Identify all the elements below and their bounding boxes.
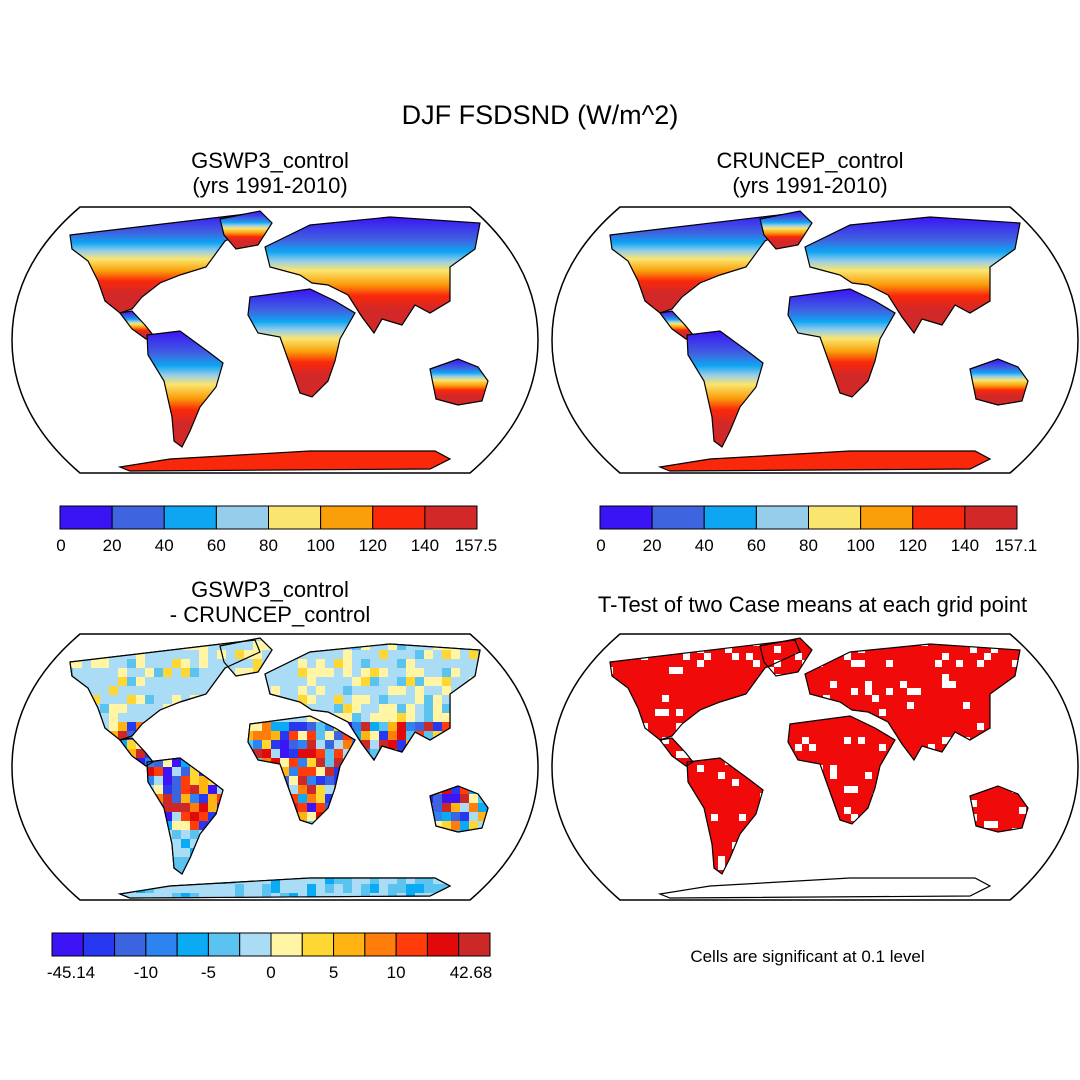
land-africa xyxy=(788,716,895,824)
colorbar-label: -10 xyxy=(134,963,159,982)
colorbar-box xyxy=(364,932,397,957)
land-greenland xyxy=(759,210,813,250)
colorbar-box xyxy=(320,505,374,530)
colorbar-box xyxy=(395,932,428,957)
colorbar-box xyxy=(51,932,84,957)
colorbar-label: -45.14 xyxy=(47,963,95,982)
colorbar-label: 80 xyxy=(799,536,818,555)
land-africa xyxy=(787,288,896,398)
colorbar-box xyxy=(82,932,116,957)
figure-title: DJF FSDSND (W/m^2) xyxy=(401,100,679,130)
colorbar-label: 42.68 xyxy=(450,963,493,982)
land-southAmerica xyxy=(687,758,763,874)
land-southAmerica xyxy=(146,330,224,448)
colorbar-label: 20 xyxy=(103,536,122,555)
land-eurasia xyxy=(264,216,481,335)
panel-title-line1: GSWP3_control xyxy=(191,148,349,173)
colorbar-label: -5 xyxy=(201,963,216,982)
colorbar-box xyxy=(651,505,705,530)
colorbar-box xyxy=(176,932,209,957)
panel-title-difference: GSWP3_control - CRUNCEP_control xyxy=(110,577,430,627)
panel-title-cruncep: CRUNCEP_control (yrs 1991-2010) xyxy=(650,148,970,198)
land-greenland xyxy=(760,638,812,676)
panel-title-line2: (yrs 1991-2010) xyxy=(192,173,348,198)
colorbar-box xyxy=(599,505,653,530)
colorbar-label: 10 xyxy=(387,963,406,982)
colorbar-box xyxy=(333,932,366,957)
colorbar-label: 40 xyxy=(155,536,174,555)
colorbar-box xyxy=(111,505,165,530)
panel-title-gswp3: GSWP3_control (yrs 1991-2010) xyxy=(110,148,430,198)
colorbar-label: 60 xyxy=(747,536,766,555)
colorbar-label: 80 xyxy=(259,536,278,555)
panel-title-line1: CRUNCEP_control xyxy=(716,148,904,173)
colorbar-label: 0 xyxy=(596,536,605,555)
colorbar-label: 140 xyxy=(951,536,979,555)
land-australia xyxy=(970,786,1028,832)
panel-title-ttest: T-Test of two Case means at each grid po… xyxy=(597,592,1028,617)
colorbar-label: 100 xyxy=(846,536,874,555)
colorbar-box xyxy=(268,505,322,530)
map-gswp3 xyxy=(11,206,539,474)
colorbar-label: 157.5 xyxy=(455,536,498,555)
land-australia xyxy=(969,358,1029,406)
land-australia xyxy=(429,358,489,406)
map-frame xyxy=(11,633,539,901)
colorbar-label: 20 xyxy=(643,536,662,555)
colorbar-label: 140 xyxy=(411,536,439,555)
colorbar-box xyxy=(145,932,178,957)
significance-note: Cells are significant at 0.1 level xyxy=(690,947,925,966)
panel-title-line2: - CRUNCEP_control xyxy=(169,602,371,627)
colorbar-box xyxy=(912,505,966,530)
land-southAmerica xyxy=(686,330,764,448)
colorbar-label: 120 xyxy=(359,536,387,555)
colorbar-box xyxy=(703,505,757,530)
colorbar-box xyxy=(808,505,862,530)
land-antarctica xyxy=(660,878,990,898)
map-difference xyxy=(11,633,539,901)
colorbar-box xyxy=(239,932,272,957)
colorbar-box xyxy=(301,932,335,957)
colorbar-difference: -45.14 -10 -5 0 5 10 42.68 xyxy=(47,932,493,982)
colorbar-box xyxy=(114,932,147,957)
map-ttest xyxy=(551,633,1079,901)
colorbar-box xyxy=(424,505,478,530)
colorbar-box xyxy=(964,505,1018,530)
colorbar-box xyxy=(426,932,460,957)
colorbar-label: 5 xyxy=(329,963,338,982)
map-cruncep xyxy=(551,206,1079,474)
colorbar-box xyxy=(163,505,217,530)
colorbar-box xyxy=(59,505,113,530)
colorbar-box xyxy=(458,932,491,957)
map-frame xyxy=(11,206,539,474)
land-eurasia xyxy=(804,216,1021,335)
colorbar-box xyxy=(207,932,241,957)
colorbar-box xyxy=(270,932,303,957)
map-frame xyxy=(551,633,1079,901)
colorbar-box xyxy=(372,505,426,530)
colorbar-box xyxy=(215,505,269,530)
panel-title-line2: (yrs 1991-2010) xyxy=(732,173,888,198)
colorbar-label: 157.1 xyxy=(995,536,1038,555)
map-frame xyxy=(551,206,1079,474)
colorbar-label: 40 xyxy=(695,536,714,555)
land-greenland xyxy=(219,210,273,250)
colorbar-cruncep: 0 20 40 60 80 100 120 140 157.1 xyxy=(596,505,1038,555)
land-antarctica xyxy=(657,450,992,472)
colorbar-box xyxy=(755,505,809,530)
land-africa xyxy=(247,288,356,398)
colorbar-label: 0 xyxy=(56,536,65,555)
colorbar-label: 120 xyxy=(899,536,927,555)
colorbar-label: 0 xyxy=(266,963,275,982)
land-antarctica xyxy=(117,450,452,472)
colorbar-gswp3: 0 20 40 60 80 100 120 140 157.5 xyxy=(56,505,498,555)
colorbar-label: 60 xyxy=(207,536,226,555)
colorbar-box xyxy=(860,505,914,530)
colorbar-label: 100 xyxy=(306,536,334,555)
panel-title-line1: GSWP3_control xyxy=(191,577,349,602)
